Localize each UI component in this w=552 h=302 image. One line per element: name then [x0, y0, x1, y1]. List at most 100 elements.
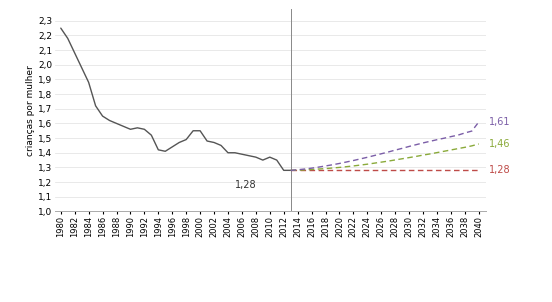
hipótese moderada — [440, 149, 447, 153]
hipótese pessimista — [343, 169, 350, 172]
hipótese optimista — [301, 167, 308, 171]
hipótese optimista — [434, 138, 440, 142]
estimativa — [190, 129, 197, 133]
hipótese optimista — [399, 146, 406, 150]
hipótese moderada — [322, 167, 329, 170]
estimativa — [252, 155, 259, 159]
hipótese moderada — [329, 166, 336, 170]
hipótese optimista — [350, 159, 357, 162]
Line: estimativa: estimativa — [61, 28, 291, 170]
estimativa — [280, 169, 287, 172]
hipótese moderada — [315, 167, 322, 171]
hipótese pessimista — [357, 169, 364, 172]
hipótese pessimista — [420, 169, 426, 172]
Text: 1,46: 1,46 — [489, 139, 511, 149]
hipótese pessimista — [371, 169, 378, 172]
estimativa — [92, 104, 99, 108]
hipótese moderada — [294, 169, 301, 172]
hipótese pessimista — [364, 169, 370, 172]
hipótese pessimista — [427, 169, 433, 172]
hipótese pessimista — [378, 169, 385, 172]
hipótese optimista — [440, 137, 447, 140]
estimativa — [267, 155, 273, 159]
estimativa — [238, 153, 245, 156]
hipótese optimista — [455, 133, 461, 137]
hipótese pessimista — [315, 169, 322, 172]
hipótese pessimista — [329, 169, 336, 172]
estimativa — [246, 154, 252, 158]
hipótese pessimista — [455, 169, 461, 172]
hipótese optimista — [322, 164, 329, 168]
Line: hipótese moderada: hipótese moderada — [291, 144, 479, 170]
hipótese optimista — [329, 163, 336, 167]
hipótese moderada — [385, 159, 391, 163]
estimativa — [176, 141, 183, 144]
hipótese moderada — [420, 153, 426, 157]
estimativa — [155, 148, 162, 152]
hipótese pessimista — [461, 169, 468, 172]
estimativa — [217, 144, 224, 147]
hipótese optimista — [427, 140, 433, 143]
hipótese optimista — [420, 141, 426, 145]
hipótese optimista — [371, 154, 378, 157]
hipótese moderada — [461, 146, 468, 149]
hipótese moderada — [308, 168, 315, 171]
Text: 1,28: 1,28 — [489, 165, 511, 175]
estimativa — [197, 129, 204, 133]
hipótese moderada — [336, 165, 343, 169]
estimativa — [183, 138, 189, 141]
hipótese moderada — [399, 157, 406, 161]
hipótese optimista — [364, 156, 370, 159]
hipótese optimista — [475, 120, 482, 124]
hipótese moderada — [350, 164, 357, 168]
hipótese pessimista — [385, 169, 391, 172]
hipótese moderada — [475, 142, 482, 146]
hipótese moderada — [392, 158, 399, 162]
estimativa — [57, 26, 64, 30]
hipótese pessimista — [406, 169, 412, 172]
hipótese pessimista — [399, 169, 406, 172]
hipótese moderada — [364, 162, 370, 166]
hipótese optimista — [378, 152, 385, 156]
hipótese optimista — [448, 135, 454, 138]
hipótese pessimista — [350, 169, 357, 172]
estimativa — [134, 126, 141, 130]
hipótese moderada — [357, 163, 364, 167]
hipótese optimista — [385, 150, 391, 154]
hipótese moderada — [343, 165, 350, 169]
hipótese moderada — [371, 161, 378, 165]
estimativa — [259, 158, 266, 162]
estimativa — [99, 114, 106, 118]
hipótese pessimista — [288, 169, 294, 172]
estimativa — [211, 141, 217, 144]
hipótese pessimista — [448, 169, 454, 172]
estimativa — [120, 124, 127, 128]
hipótese moderada — [434, 151, 440, 154]
Legend: estimativa, hipótese pessimista, hipótese moderada, hipótese optimista: estimativa, hipótese pessimista, hipótes… — [2, 301, 436, 302]
hipótese optimista — [461, 131, 468, 135]
estimativa — [65, 37, 71, 40]
Y-axis label: crianças por mulher: crianças por mulher — [26, 65, 35, 156]
hipótese moderada — [378, 160, 385, 164]
estimativa — [169, 145, 176, 149]
estimativa — [141, 127, 148, 131]
estimativa — [232, 151, 238, 155]
estimativa — [225, 151, 231, 155]
hipótese optimista — [406, 145, 412, 148]
Line: hipótese optimista: hipótese optimista — [291, 122, 479, 170]
estimativa — [162, 149, 168, 153]
hipótese pessimista — [308, 169, 315, 172]
hipótese pessimista — [475, 169, 482, 172]
hipótese pessimista — [336, 169, 343, 172]
hipótese optimista — [469, 129, 475, 133]
estimativa — [148, 133, 155, 137]
hipótese moderada — [413, 155, 420, 158]
hipótese moderada — [469, 144, 475, 148]
hipótese pessimista — [434, 169, 440, 172]
estimativa — [204, 139, 210, 143]
hipótese optimista — [315, 165, 322, 169]
estimativa — [86, 81, 92, 84]
hipótese pessimista — [413, 169, 420, 172]
estimativa — [127, 127, 134, 131]
hipótese optimista — [294, 168, 301, 172]
